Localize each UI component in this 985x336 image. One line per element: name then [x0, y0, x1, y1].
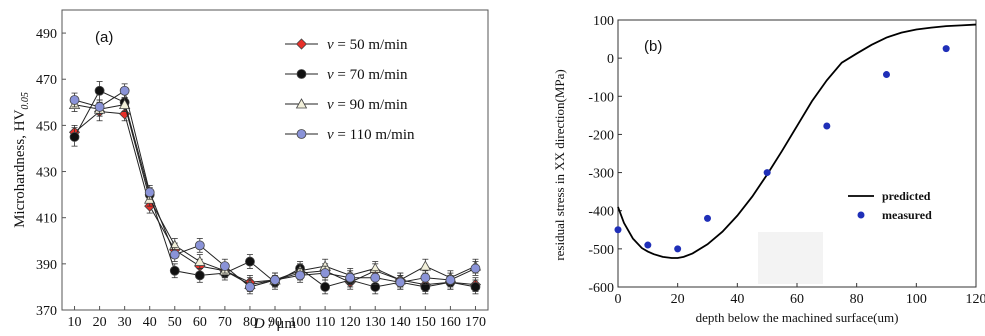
- x-tick-label: 40: [730, 292, 744, 307]
- x-tick-label: 40: [143, 315, 157, 330]
- x-tick-label: 160: [440, 315, 461, 330]
- x-axis-label-var: D: [253, 316, 265, 331]
- x-axis-label: depth below the machined surface(um): [696, 310, 899, 325]
- data-point: [296, 271, 305, 280]
- y-axis-label-sub: 0.05: [20, 92, 31, 110]
- y-tick-label: -600: [588, 281, 614, 296]
- y-tick-label: 390: [36, 258, 57, 273]
- legend-label: v = 110 m/min: [327, 127, 415, 143]
- panel-label: (b): [644, 38, 662, 55]
- y-tick-label: -300: [588, 167, 614, 182]
- x-tick-label: 60: [790, 292, 804, 307]
- legend-marker: [858, 212, 865, 219]
- measured-point: [615, 226, 622, 233]
- data-point: [271, 276, 280, 285]
- measured-point: [764, 169, 771, 176]
- legend-label: measured: [882, 208, 932, 222]
- data-point: [195, 241, 204, 250]
- x-axis-label: D / μm: [253, 316, 297, 331]
- data-point: [446, 276, 455, 285]
- legend-label: v = 90 m/min: [327, 97, 408, 113]
- y-axis-label: residual stress in XX direction(MPa): [552, 69, 567, 260]
- measured-point: [674, 245, 681, 252]
- data-point: [471, 264, 480, 273]
- legend-label-rest: = 50 m/min: [334, 37, 408, 53]
- data-point: [170, 266, 179, 275]
- y-tick-label: -100: [588, 90, 614, 105]
- legend-label-rest: = 90 m/min: [334, 97, 408, 113]
- data-point: [95, 86, 104, 95]
- x-tick-label: 110: [315, 315, 335, 330]
- data-point: [195, 271, 204, 280]
- data-point: [396, 278, 405, 287]
- x-tick-label: 150: [415, 315, 436, 330]
- panel-label: (a): [95, 29, 113, 46]
- legend-label-rest: = 110 m/min: [334, 127, 415, 143]
- data-point: [371, 273, 380, 282]
- x-tick-label: 30: [118, 315, 132, 330]
- y-tick-label: -400: [588, 205, 614, 220]
- x-tick-label: 140: [390, 315, 411, 330]
- data-point: [321, 269, 330, 278]
- legend-marker: [297, 130, 306, 139]
- data-point: [245, 257, 254, 266]
- y-tick-label: 430: [36, 166, 57, 181]
- y-tick-label: -500: [588, 243, 614, 258]
- data-point: [145, 188, 154, 197]
- measured-point: [823, 123, 830, 130]
- x-tick-label: 170: [465, 315, 486, 330]
- measured-point: [883, 71, 890, 78]
- data-point: [471, 282, 480, 291]
- y-tick-label: -200: [588, 128, 614, 143]
- y-tick-label: 100: [593, 14, 614, 29]
- y-tick-label: 470: [36, 73, 57, 88]
- x-tick-label: 80: [850, 292, 864, 307]
- measured-point: [943, 45, 950, 52]
- x-tick-label: 70: [218, 315, 232, 330]
- y-tick-label: 370: [36, 304, 57, 319]
- data-point: [120, 86, 129, 95]
- x-tick-label: 10: [68, 315, 82, 330]
- data-point: [170, 250, 179, 259]
- data-point: [245, 282, 254, 291]
- legend-label-rest: = 70 m/min: [334, 67, 408, 83]
- x-tick-label: 0: [615, 292, 622, 307]
- y-tick-label: 0: [607, 52, 614, 67]
- x-tick-label: 100: [906, 292, 927, 307]
- x-tick-label: 20: [93, 315, 107, 330]
- x-tick-label: 20: [671, 292, 685, 307]
- legend-marker: [297, 70, 306, 79]
- data-point: [220, 262, 229, 271]
- y-tick-label: 450: [36, 119, 57, 134]
- legend-label: predicted: [882, 189, 931, 203]
- y-tick-label: 490: [36, 27, 57, 42]
- x-tick-label: 60: [193, 315, 207, 330]
- y-tick-label: 410: [36, 212, 57, 227]
- x-tick-label: 130: [365, 315, 386, 330]
- x-axis-label-unit: / μm: [265, 316, 297, 331]
- data-point: [70, 96, 79, 105]
- data-point: [321, 282, 330, 291]
- chart-b: 0 20 40 60 80 100 120 100 0 -100 -200 -300 -400 -500 -…: [520, 0, 985, 331]
- data-point: [95, 102, 104, 111]
- y-axis-label: Microhardness, HV0.05: [12, 92, 31, 228]
- measured-point: [644, 242, 651, 249]
- data-point: [70, 132, 79, 141]
- y-axis-label-main: Microhardness, HV: [12, 109, 28, 227]
- legend-label: v = 50 m/min: [327, 37, 408, 53]
- x-tick-label: 120: [340, 315, 361, 330]
- x-tick-label: 50: [168, 315, 182, 330]
- chart-b-svg: 0 20 40 60 80 100 120 100 0 -100 -200 -300 -400 -500 -…: [520, 0, 985, 331]
- data-point: [421, 273, 430, 282]
- x-tick-label: 120: [966, 292, 985, 307]
- measured-point: [704, 215, 711, 222]
- data-point: [346, 273, 355, 282]
- plot-smudge: [758, 232, 823, 284]
- legend-label: v = 70 m/min: [327, 67, 408, 83]
- legend: predicted measured: [844, 182, 944, 228]
